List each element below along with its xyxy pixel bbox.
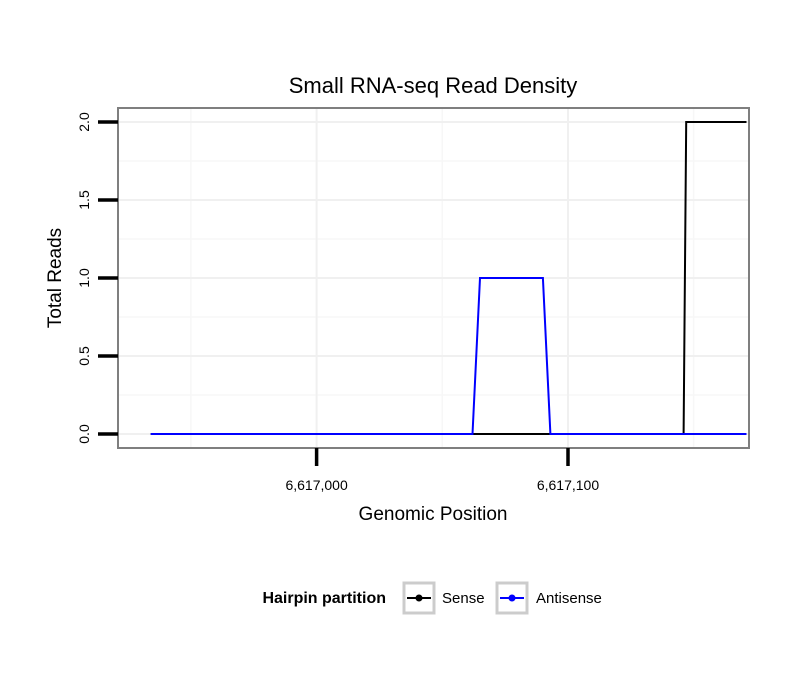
legend-label: Antisense <box>536 590 602 607</box>
y-tick-label: 0.0 <box>76 424 92 444</box>
x-axis-label: Genomic Position <box>359 504 508 525</box>
series-line-antisense <box>150 277 747 435</box>
legend-label: Sense <box>442 590 485 607</box>
x-tick-label: 6,617,000 <box>285 477 347 493</box>
legend-key-marker <box>508 594 516 602</box>
legend-key-marker <box>415 594 423 602</box>
legend-title: Hairpin partition <box>262 590 386 607</box>
legend-items: Sense Antisense <box>402 581 602 615</box>
x-axis: 6,617,000 6,617,100 <box>285 448 599 493</box>
y-tick-label: 0.5 <box>76 346 92 366</box>
chart-title: Small RNA-seq Read Density <box>289 73 578 98</box>
y-tick-label: 1.5 <box>76 190 92 210</box>
y-tick-label: 1.0 <box>76 268 92 288</box>
y-tick-label: 2.0 <box>76 112 92 132</box>
y-axis-label: Total Reads <box>45 228 66 328</box>
plot-panel <box>117 107 750 449</box>
legend-item-antisense: Antisense <box>495 581 602 615</box>
series-lines <box>150 121 747 435</box>
x-tick-label: 6,617,100 <box>537 477 599 493</box>
legend: Hairpin partition Sense Antisense <box>262 581 602 615</box>
y-axis: 0.0 0.5 1.0 1.5 2.0 <box>76 112 118 444</box>
legend-item-sense: Sense <box>402 581 485 615</box>
